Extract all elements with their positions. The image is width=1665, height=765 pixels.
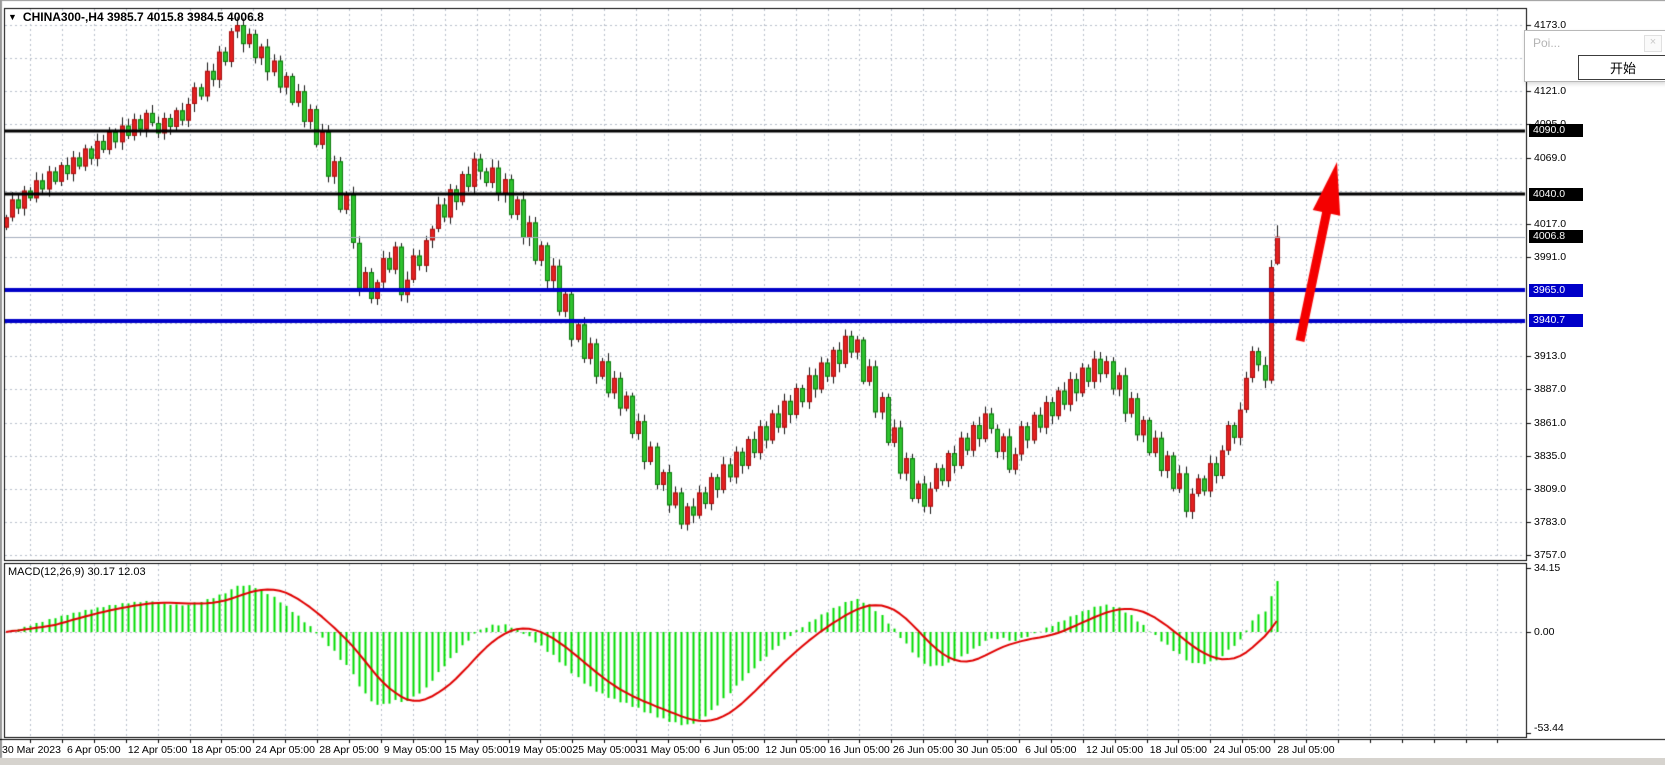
price-axis-label: 3861.0 xyxy=(1534,416,1567,429)
time-axis-label: 30 Jun 05:00 xyxy=(956,744,1018,756)
price-tag: 3940.7 xyxy=(1529,314,1583,328)
time-axis-label: 6 Apr 05:00 xyxy=(66,744,121,756)
close-icon[interactable]: × xyxy=(1644,34,1662,52)
price-axis-label: 3835.0 xyxy=(1534,449,1567,462)
price-axis-label: 4069.0 xyxy=(1534,151,1567,164)
time-axis-label: 6 Jul 05:00 xyxy=(1025,744,1077,756)
time-axis-label: 12 Jun 05:00 xyxy=(765,744,826,756)
time-axis-label: 9 May 05:00 xyxy=(383,744,442,756)
time-axis-label: 16 Jun 05:00 xyxy=(829,744,890,756)
macd-axis-label: -53.44 xyxy=(1534,722,1564,734)
time-axis-label: 6 Jun 05:00 xyxy=(704,744,760,756)
time-axis-label: 25 May 05:00 xyxy=(572,744,637,756)
time-axis-label: 15 May 05:00 xyxy=(444,744,509,756)
time-axis-label: 30 Mar 2023 xyxy=(2,744,61,756)
time-axis-label: 31 May 05:00 xyxy=(636,744,700,756)
macd-axis-label: 0.00 xyxy=(1534,626,1555,638)
price-axis-label: 3809.0 xyxy=(1534,482,1567,495)
symbol-dropdown-icon[interactable]: ▼ xyxy=(8,12,17,22)
price-axis-label: 3757.0 xyxy=(1534,549,1567,561)
macd-indicator-label: MACD(12,26,9) 30.17 12.03 xyxy=(8,566,146,578)
time-axis-label: 26 Jun 05:00 xyxy=(892,744,954,756)
price-axis-label: 3887.0 xyxy=(1534,383,1567,396)
time-axis-label: 18 Jul 05:00 xyxy=(1149,744,1207,756)
price-axis-label: 4173.0 xyxy=(1534,19,1567,31)
time-axis-label: 12 Apr 05:00 xyxy=(127,744,188,756)
time-axis-label: 12 Jul 05:00 xyxy=(1085,744,1144,756)
time-axis-label: 24 Jul 05:00 xyxy=(1213,744,1271,756)
popup-titlebar[interactable]: Poi... × xyxy=(1525,31,1665,55)
chart-symbol-header: ▼ CHINA300-,H4 3985.7 4015.8 3984.5 4006… xyxy=(8,10,264,24)
price-tag: 4090.0 xyxy=(1529,124,1583,138)
popup-title: Poi... xyxy=(1533,36,1561,50)
start-button[interactable]: 开始 xyxy=(1578,55,1665,80)
price-axis[interactable]: 4173.04121.04095.04069.04017.03991.03913… xyxy=(1527,0,1665,740)
price-axis-label: 3991.0 xyxy=(1534,250,1567,263)
time-axis[interactable]: 30 Mar 2023 6 Apr 05:00 12 Apr 05:00 18 Apr… xyxy=(0,741,1560,761)
time-axis-label: 24 Apr 05:00 xyxy=(255,744,315,756)
macd-axis-label: 34.15 xyxy=(1534,561,1561,574)
time-axis-label: 18 Apr 05:00 xyxy=(191,744,252,756)
points-tool-popup: Poi... × 开始 xyxy=(1524,30,1665,82)
time-axis-label: 28 Jul 05:00 xyxy=(1277,744,1335,756)
time-axis-label: 28 Apr 05:00 xyxy=(319,744,379,756)
price-tag: 3965.0 xyxy=(1529,283,1583,297)
bottom-strip xyxy=(0,758,1665,765)
price-axis-label: 3913.0 xyxy=(1534,350,1567,363)
time-axis-label: 19 May 05:00 xyxy=(508,744,573,756)
price-axis-label: 4121.0 xyxy=(1534,85,1567,98)
price-axis-label: 3783.0 xyxy=(1534,515,1567,528)
price-tag: 4040.0 xyxy=(1529,187,1583,201)
price-tag: 4006.8 xyxy=(1529,230,1583,244)
symbol-ohlc-text: CHINA300-,H4 3985.7 4015.8 3984.5 4006.8 xyxy=(22,10,264,24)
price-axis-label: 4017.0 xyxy=(1534,217,1567,230)
